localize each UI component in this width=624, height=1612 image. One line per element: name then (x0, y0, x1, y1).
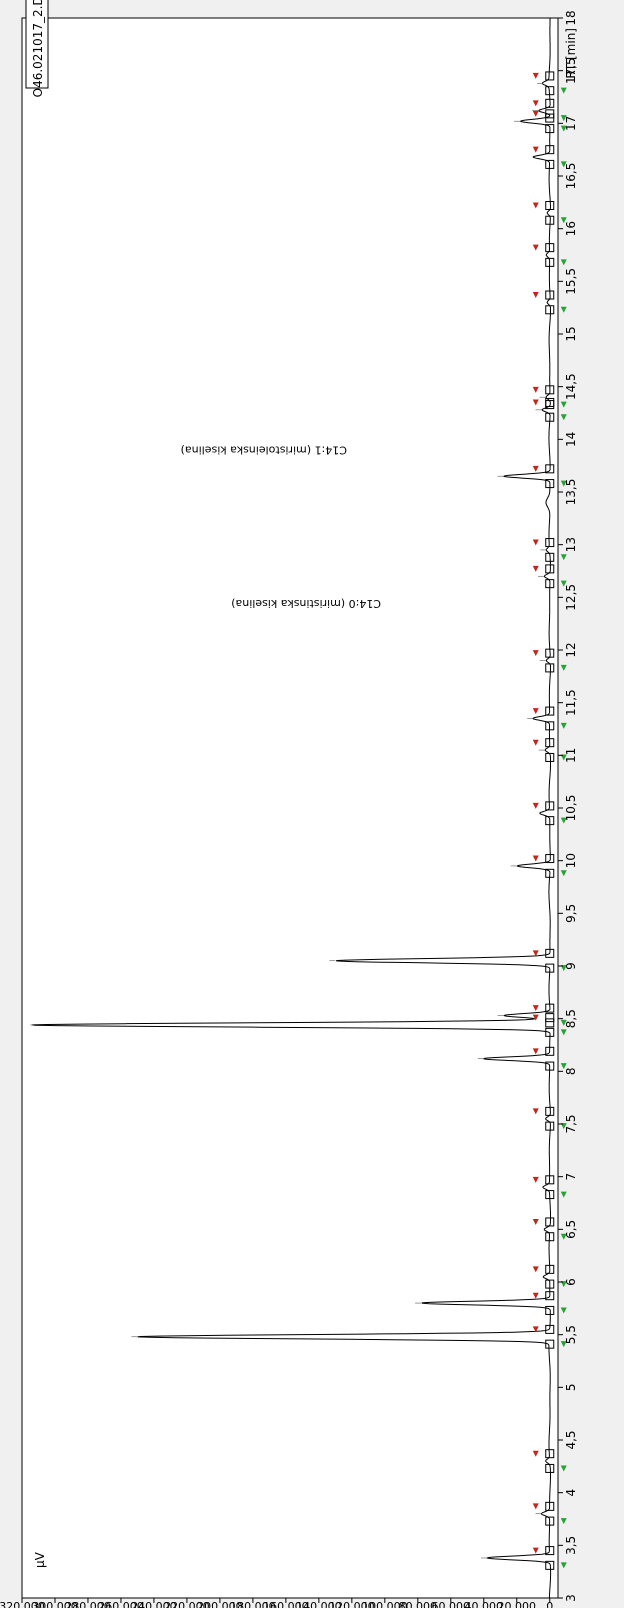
peak-marker (532, 538, 567, 562)
peak-marker (532, 243, 567, 267)
peak-marker (532, 1546, 567, 1570)
peak-marker (532, 1264, 567, 1289)
x-tick-label: 5,5 (564, 1325, 578, 1344)
file-label: O46.021017_2.DATA (31, 0, 45, 97)
x-tick-label: 15,5 (564, 268, 578, 295)
peak-marker (532, 1106, 567, 1131)
peak-marker (532, 854, 567, 878)
x-tick-label: 7,5 (564, 1114, 578, 1133)
peak-marker (532, 98, 567, 123)
peak-marker (532, 145, 567, 169)
chromatogram-trace (31, 18, 552, 1598)
y-tick-label: 20.000 (498, 1600, 537, 1608)
x-tick-label: 9,5 (564, 904, 578, 923)
x-tick-label: 6,5 (564, 1220, 578, 1239)
x-tick-label: 15 (564, 326, 578, 341)
x-tick-label: 3,5 (564, 1536, 578, 1555)
x-tick-label: 9 (564, 962, 578, 970)
x-tick-label: 6 (564, 1278, 578, 1286)
x-tick-label: 14,5 (564, 373, 578, 400)
peak-marker (532, 706, 567, 731)
x-tick-label: 7 (564, 1173, 578, 1181)
peak-marker (532, 385, 567, 410)
peak-marker (532, 648, 567, 673)
peak-marker (532, 1324, 567, 1349)
peak-marker (532, 1003, 567, 1028)
x-tick-label: 18 (564, 10, 578, 25)
x-tick-label: 12 (564, 642, 578, 657)
peak-marker (532, 1013, 567, 1037)
x-tick-label: 13 (564, 537, 578, 552)
x-tick-label: 11,5 (564, 689, 578, 716)
peak-marker (532, 1501, 567, 1526)
trace-group (31, 18, 552, 1598)
peak-marker (532, 738, 567, 762)
x-tick-label: 10,5 (564, 795, 578, 822)
peak-labels: C14:0 (miristinska kiselina) C14:1 (miris… (30, 83, 547, 1559)
x-tick-label: 12,5 (564, 584, 578, 611)
x-tick-label: 13,5 (564, 479, 578, 506)
x-axis-label: RT [min] (564, 28, 578, 79)
peak-label: C14:0 (miristinska kiselina) (231, 597, 381, 610)
x-tick-label: 5 (564, 1384, 578, 1392)
plot-frame (21, 17, 559, 1599)
x-tick-label: 17 (564, 116, 578, 131)
peak-marker (532, 1217, 567, 1242)
peak-marker (532, 1046, 567, 1071)
x-tick-label: 4 (564, 1489, 578, 1497)
peak-marker (532, 1175, 567, 1200)
y-tick-label: 40.000 (465, 1600, 504, 1608)
peak-marker (532, 948, 567, 973)
y-axis-label: µV (33, 1551, 47, 1568)
x-tick-label: 16,5 (564, 163, 578, 190)
x-tick-label: 10 (564, 853, 578, 868)
peak-markers (532, 71, 567, 1570)
peak-marker (532, 464, 567, 489)
peak-marker (532, 1449, 567, 1473)
file-label-box (25, 0, 49, 89)
y-tick-label: 320.000 (0, 1600, 45, 1608)
x-tick-label: 14 (564, 432, 578, 447)
x-tick-label: 4,5 (564, 1430, 578, 1449)
x-tick-label: 8,5 (564, 1009, 578, 1028)
peak-marker (532, 290, 567, 315)
peak-marker (532, 1291, 567, 1315)
x-tick-label: 3 (564, 1594, 578, 1602)
y-tick-label: 0 (546, 1600, 553, 1608)
peak-marker (532, 564, 567, 589)
x-tick-label: 16 (564, 221, 578, 236)
peak-label: C14:1 (miristoleinska kiselina) (181, 444, 347, 457)
axes: 3 3,5 4 4,5 5 5,5 6 6,5 7 7,5 8 8,5 9 9,5 10 10,5 11 11,5… (0, 10, 578, 1612)
x-tick-label: 11 (564, 748, 578, 763)
peak-marker (532, 71, 567, 96)
x-tick-label: 8 (564, 1068, 578, 1076)
peak-marker (532, 200, 567, 225)
peak-marker (532, 801, 567, 826)
y-tick-label: 60.000 (432, 1600, 471, 1608)
x-tick-label: 17,5 (564, 57, 578, 84)
